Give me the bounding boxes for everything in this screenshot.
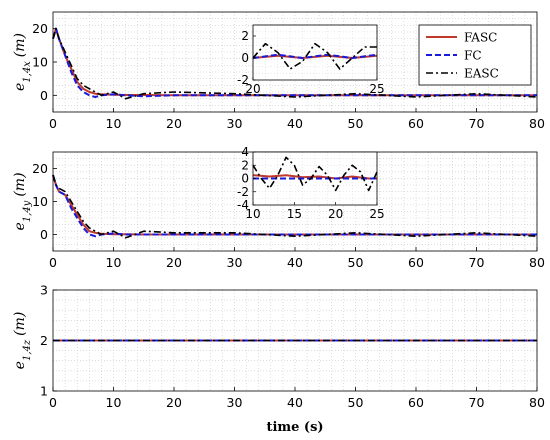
series-easc — [52, 174, 538, 239]
x-tick-label: 70 — [469, 395, 485, 410]
x-tick-label: 80 — [529, 116, 545, 131]
x-tick-label: 0 — [49, 395, 57, 410]
x-tick-label: 40 — [287, 255, 303, 270]
y-tick-label: 1 — [40, 384, 48, 399]
y-tick-label: 10 — [32, 194, 48, 209]
y-axis-label: e1,4x (m) — [12, 33, 33, 91]
y-axis-label-unit: (m) — [12, 312, 28, 336]
x-tick-label: 70 — [469, 255, 485, 270]
inset-x-tick-label: 25 — [369, 82, 384, 96]
x-tick-label: 0 — [49, 116, 57, 131]
x-tick-label: 10 — [106, 116, 122, 131]
legend: FASC FC EASC — [418, 24, 532, 86]
x-tick-label: 30 — [227, 255, 243, 270]
x-axis-label: time (s) — [266, 420, 323, 435]
x-tick-label: 30 — [227, 395, 243, 410]
series-fc — [52, 174, 537, 238]
y-tick-label: 0 — [40, 88, 48, 103]
x-tick-label: 40 — [287, 116, 303, 131]
series-easc-inset — [252, 42, 377, 70]
x-tick-label: 60 — [408, 255, 424, 270]
x-tick-label: 50 — [348, 116, 364, 131]
series-fc — [52, 27, 537, 98]
y-axis-label-main: e — [12, 222, 28, 230]
inset-y-tick-label: -2 — [237, 185, 249, 199]
inset-x-tick-label: 10 — [245, 207, 260, 221]
y-axis-label-unit: (m) — [12, 172, 28, 196]
x-tick-label: 70 — [469, 116, 485, 131]
inset-y-tick-label: 4 — [241, 145, 249, 159]
inset-y-tick-label: -2 — [237, 73, 249, 87]
inset-y-tick-label: 0 — [241, 172, 249, 186]
x-tick-label: 20 — [166, 116, 182, 131]
series-easc — [52, 27, 538, 100]
x-tick-label: 10 — [106, 255, 122, 270]
inset-y-tick-label: 2 — [241, 29, 249, 43]
x-tick-label: 40 — [287, 395, 303, 410]
y-axis-label-subscript: 1,4y — [22, 200, 33, 222]
y-tick-label: 0 — [40, 227, 48, 242]
x-tick-label: 0 — [49, 255, 57, 270]
y-axis-label-main: e — [12, 83, 28, 91]
inset-y-tick-label: 0 — [241, 51, 249, 65]
inset-plot-1: 20 25 -2 0 2 — [237, 24, 385, 96]
subplot-3: 0 10 20 30 40 50 60 70 80 1 2 3 e1,4z (m) — [12, 283, 545, 411]
y-axis-label-subscript: 1,4x — [22, 61, 33, 83]
legend-label-fc: FC — [464, 49, 482, 63]
y-axis-label-main: e — [12, 361, 28, 369]
y-axis-label: e1,4z (m) — [12, 312, 33, 370]
y-tick-label: 3 — [40, 283, 48, 298]
series-easc-inset — [252, 156, 378, 192]
inset-x-tick-label: 20 — [245, 82, 260, 96]
series-fc-inset — [252, 53, 378, 59]
y-axis-label-unit: (m) — [12, 33, 28, 57]
x-tick-label: 60 — [408, 116, 424, 131]
y-tick-label: 10 — [32, 55, 48, 70]
inset-x-tick-label: 20 — [328, 207, 343, 221]
x-tick-label: 20 — [166, 255, 182, 270]
x-tick-label: 50 — [348, 255, 364, 270]
y-tick-label: 20 — [32, 21, 48, 36]
x-tick-label: 80 — [529, 255, 545, 270]
subplot-1: 0 10 20 30 40 50 60 70 80 0 10 20 e1,4x (m) 20 25 -2 0 2 FA… — [12, 11, 545, 131]
inset-frame — [252, 24, 378, 81]
legend-label-fasc: FASC — [464, 31, 497, 45]
x-tick-label: 30 — [227, 116, 243, 131]
y-tick-label: 20 — [32, 161, 48, 176]
inset-y-tick-label: -4 — [237, 198, 249, 212]
y-tick-label: 2 — [40, 333, 48, 348]
x-tick-label: 20 — [166, 395, 182, 410]
y-axis-label-subscript: 1,4z — [22, 339, 33, 361]
legend-label-easc: EASC — [464, 67, 499, 81]
x-tick-label: 80 — [529, 395, 545, 410]
x-tick-label: 10 — [106, 395, 122, 410]
y-axis-label: e1,4y (m) — [12, 172, 33, 230]
inset-x-tick-label: 15 — [287, 207, 302, 221]
x-tick-label: 60 — [408, 395, 424, 410]
inset-y-tick-label: 2 — [241, 158, 249, 172]
inset-x-tick-label: 25 — [369, 207, 384, 221]
x-tick-label: 50 — [348, 395, 364, 410]
